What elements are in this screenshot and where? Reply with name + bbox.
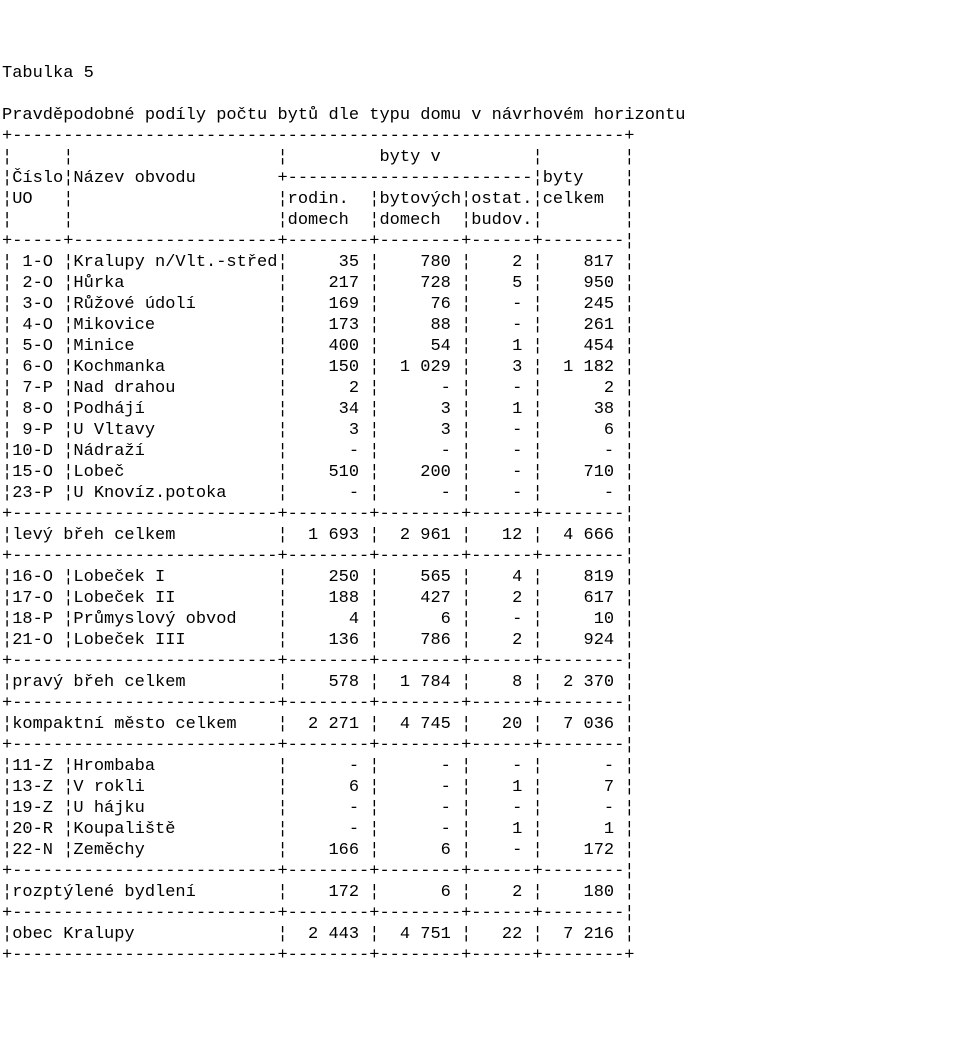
table-subtitle: Pravděpodobné podíly počtu bytů dle typu…: [2, 106, 686, 125]
table-title: Tabulka 5: [2, 64, 94, 83]
ascii-table: Tabulka 5 Pravděpodobné podíly počtu byt…: [0, 63, 960, 966]
table-body: +---------------------------------------…: [2, 127, 635, 965]
